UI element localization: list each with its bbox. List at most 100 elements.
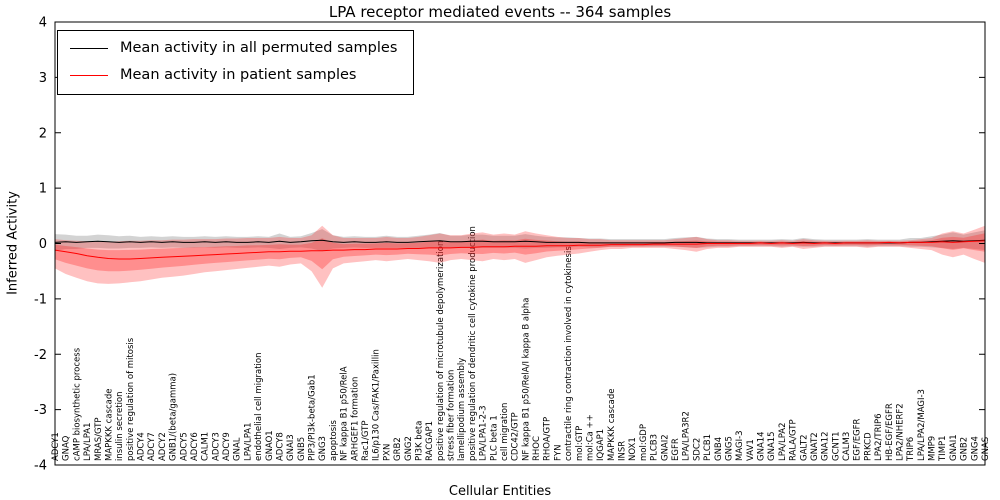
x-tick-label: GNB5 [297, 437, 307, 461]
x-tick-label: FYN [553, 445, 563, 461]
x-tick-label: INSR [618, 441, 628, 461]
x-tick-label: EGFR [671, 438, 681, 461]
y-tick-label: -3 [34, 403, 47, 418]
x-tick-label: GNAS [981, 437, 991, 461]
x-tick-label: MRAS/GTP [94, 417, 104, 461]
x-tick-label: GNAI3 [286, 434, 296, 461]
x-tick-label: mol:Ca ++ [585, 414, 595, 461]
x-tick-label: LPA/LPA2 [778, 422, 788, 461]
x-tick-label: LPA/LPA3R2 [682, 411, 692, 461]
y-axis-label: Inferred Activity [5, 191, 21, 295]
x-tick-label: TRIP6 [906, 437, 916, 462]
x-tick-label: GNB1/(beta/gamma) [169, 373, 179, 461]
x-tick-label: endothelial cell migration [254, 352, 264, 461]
y-tick-label: -2 [34, 348, 47, 363]
x-tick-label: ADCY5 [179, 432, 189, 461]
x-tick-label: apoptosis [329, 419, 339, 461]
x-tick-label: PRKCD [863, 432, 873, 461]
x-tick-label: GNAI1 [949, 434, 959, 461]
y-tick-label: 2 [39, 126, 47, 141]
patient-mean-line [54, 240, 986, 260]
x-tick-label: RACGAP1 [425, 421, 435, 461]
legend: Mean activity in all permuted samples Me… [57, 30, 415, 95]
x-tick-label: PXN [382, 444, 392, 461]
x-tick-label: HB-EGF/EGFR [885, 403, 895, 461]
x-tick-label: PLCB1 [703, 434, 713, 461]
x-tick-label: MAPKKK cascade [104, 388, 114, 461]
x-tick-label: GNAI2 [660, 434, 670, 461]
legend-item-permuted: Mean activity in all permuted samples [70, 40, 397, 56]
x-tick-label: PI3K beta [414, 421, 424, 461]
x-tick-label: LPA2/TRIP6 [874, 413, 884, 461]
x-tick-label: Rac1/GTP [361, 421, 371, 461]
y-tick-label: 4 [39, 16, 47, 31]
x-tick-label: PIP3/PI3k-beta/Gab1 [308, 374, 318, 461]
x-tick-label: GNA12 [821, 431, 831, 461]
x-tick-label: RALA/GTP [789, 419, 799, 461]
x-tick-label: mol:GTP [575, 426, 585, 461]
y-tick-label: 1 [39, 182, 47, 197]
x-tick-label: GNAO1 [265, 430, 275, 461]
x-tick-label: GNG5 [724, 436, 734, 461]
x-tick-label: lamellipodium assembly [457, 358, 467, 461]
x-tick-label: GNAQ [62, 435, 72, 461]
x-tick-label: stress fiber formation [447, 370, 457, 461]
x-tick-label: insulin secretion [115, 391, 125, 461]
x-tick-label: ADCY2 [158, 432, 168, 461]
x-tick-label: VAV1 [746, 439, 756, 461]
x-axis-label: Cellular Entities [448, 484, 552, 499]
y-tick-label: -1 [34, 292, 47, 307]
x-tick-label: CALM3 [842, 432, 852, 461]
x-tick-label: GNAT2 [810, 432, 820, 461]
x-tick-label: PLCB3 [650, 434, 660, 461]
permuted-band [55, 229, 985, 252]
x-tick-label: LPA2/NHERF2 [895, 403, 905, 461]
legend-line-permuted-icon [70, 47, 108, 49]
x-tick-label: mol:GDP [639, 424, 649, 461]
x-tick-label: GNG4 [970, 436, 980, 461]
x-tick-label: GNG2 [404, 436, 414, 461]
y-tick-label: 3 [39, 71, 47, 86]
x-tick-label: GCNT1 [831, 432, 841, 461]
x-tick-label: cell migration [500, 403, 510, 461]
x-tick-label: MMP9 [928, 436, 938, 461]
x-tick-label: positive regulation of microtubule depol… [436, 241, 446, 461]
x-tick-label: IL6/p130 Cas/FAK1/Paxillin [372, 349, 382, 461]
x-tick-label: cAMP biosynthetic process [72, 347, 82, 461]
x-tick-label: ARHGEF1 formation [350, 377, 360, 461]
y-tick-label: -4 [34, 459, 47, 474]
x-tick-label: ADCY7 [147, 432, 157, 461]
x-tick-label: TIMP1 [938, 435, 948, 462]
x-tick-label: LPA/LPA1 [83, 422, 93, 461]
x-tick-label: NF kappa B1 p50/RelA [340, 366, 350, 461]
x-tick-label: SDC2 [692, 438, 702, 461]
x-tick-label: EGF/EGFR [853, 418, 863, 461]
patient-band-outer [55, 225, 985, 288]
x-tick-label: NF kappa B1 p50/RelA/I kappa B alpha [521, 298, 531, 461]
legend-label-permuted: Mean activity in all permuted samples [120, 40, 398, 56]
x-tick-label: GNA14 [757, 431, 767, 461]
x-tick-label: GNB2 [960, 437, 970, 461]
x-tick-label: CALM1 [201, 432, 211, 461]
x-tick-label: ADCY6 [190, 432, 200, 461]
x-tick-label: ADCY1 [51, 432, 61, 461]
x-tick-label: GNG3 [318, 436, 328, 461]
x-tick-label: GNB4 [714, 437, 724, 461]
x-tick-label: PLC beta 1 [489, 415, 499, 461]
x-tick-label: GNA15 [767, 431, 777, 461]
x-tick-label: GALT2 [799, 434, 809, 461]
x-tick-label: CDC42/GTP [511, 412, 521, 461]
x-tick-label: RHOC [532, 436, 542, 461]
x-tick-label: ADCY3 [211, 432, 221, 461]
x-tick-label: GRB2 [393, 437, 403, 461]
x-tick-label: NOX1 [628, 437, 638, 461]
legend-line-patient-icon [70, 74, 108, 76]
x-tick-label: GNAL [233, 437, 243, 461]
x-tick-label: LPA/LPA1-2-3 [479, 406, 489, 461]
x-tick-label: ADCY4 [137, 432, 147, 461]
x-tick-label: RHOA/GTP [543, 417, 553, 461]
legend-label-patient: Mean activity in patient samples [120, 67, 357, 83]
x-tick-label: positive regulation of mitosis [126, 337, 136, 461]
